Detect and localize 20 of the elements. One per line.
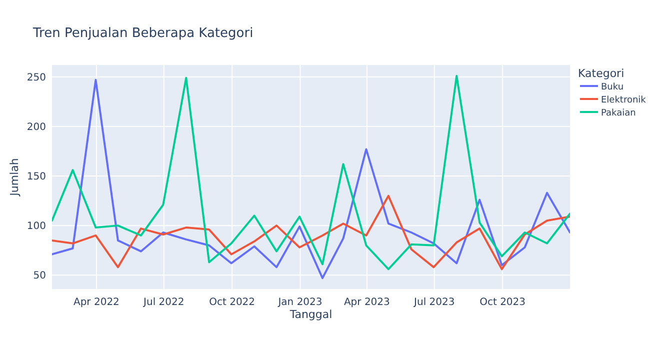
- y-tick-label: 50: [33, 270, 46, 282]
- x-axis-title: Tanggal: [288, 308, 332, 321]
- x-tick-label: Apr 2023: [344, 297, 390, 308]
- x-tick-label: Jan 2023: [277, 297, 322, 308]
- line-series: [52, 194, 570, 270]
- y-tick-label: 100: [26, 221, 46, 232]
- legend-label: Elektronik: [601, 96, 647, 106]
- y-tick-label: 250: [26, 72, 46, 84]
- y-tick-label: 200: [26, 122, 46, 133]
- chart-title: Tren Penjualan Beberapa Kategori: [32, 26, 254, 41]
- y-axis-title: Jumlah: [8, 158, 21, 197]
- legend-label: Pakaian: [601, 108, 636, 118]
- x-tick-label: Oct 2022: [209, 297, 256, 308]
- legend-label: Buku: [601, 82, 624, 92]
- x-tick-label: Jul 2022: [142, 297, 184, 308]
- x-tick-label: Apr 2022: [73, 297, 120, 308]
- legend-title: Kategori: [578, 67, 624, 80]
- y-tick-label: 150: [26, 172, 46, 183]
- x-tick-label: Jul 2023: [413, 297, 455, 308]
- x-tick-label: Oct 2023: [480, 297, 526, 308]
